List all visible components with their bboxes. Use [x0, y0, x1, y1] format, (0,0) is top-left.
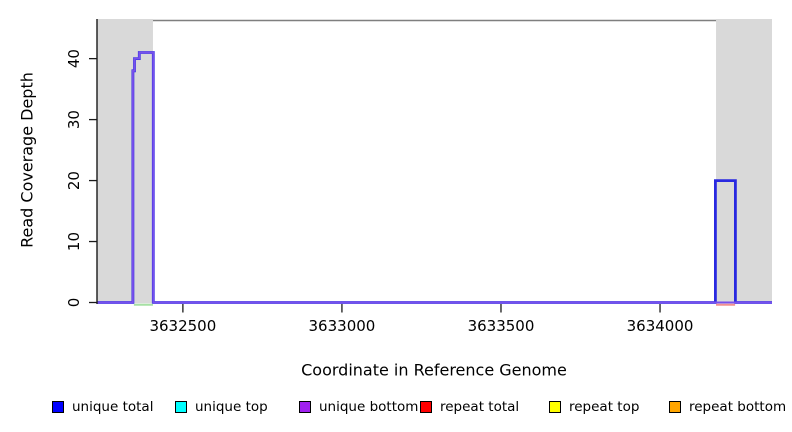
y-axis-tick-label: 30 — [65, 110, 83, 129]
y-axis-tick-label: 10 — [65, 232, 83, 251]
legend-item-label: repeat top — [569, 399, 640, 415]
legend-item-label: unique total — [72, 399, 154, 415]
legend-swatch — [175, 401, 187, 413]
legend-swatch — [52, 401, 64, 413]
x-axis-tick-label: 3633000 — [309, 317, 376, 335]
series-line-unique-bottom — [97, 51, 772, 304]
legend-item-unique-total: unique total — [52, 396, 153, 418]
shaded-region — [716, 19, 772, 304]
legend-item-label: repeat bottom — [689, 399, 787, 415]
series-line-unique-total — [97, 51, 772, 304]
legend-swatch — [299, 401, 311, 413]
x-axis-label: Coordinate in Reference Genome — [301, 360, 567, 380]
legend-item-label: repeat total — [440, 399, 520, 415]
legend-item-label: unique bottom — [319, 399, 419, 415]
x-axis-tick-label: 3632500 — [149, 317, 216, 335]
x-axis-tick-label: 3633500 — [468, 317, 535, 335]
y-axis-label: Read Coverage Depth — [17, 72, 37, 248]
legend-item-repeat-bottom: repeat bottom — [669, 396, 786, 418]
legend-swatch — [549, 401, 561, 413]
legend-swatch — [420, 401, 432, 413]
legend-item-unique-bottom: unique bottom — [299, 396, 418, 418]
legend-item-label: unique top — [195, 399, 268, 415]
legend: unique total unique top unique bottom repea… — [0, 396, 792, 420]
legend-item-repeat-total: repeat total — [420, 396, 519, 418]
shaded-region — [97, 19, 153, 304]
y-axis-tick-label: 40 — [65, 49, 83, 68]
x-axis-tick-label: 3634000 — [627, 317, 694, 335]
legend-item-unique-top: unique top — [175, 396, 268, 418]
legend-item-repeat-top: repeat top — [549, 396, 639, 418]
legend-swatch — [669, 401, 681, 413]
y-axis-tick-label: 20 — [65, 171, 83, 190]
y-axis-tick-label: 0 — [65, 298, 83, 308]
